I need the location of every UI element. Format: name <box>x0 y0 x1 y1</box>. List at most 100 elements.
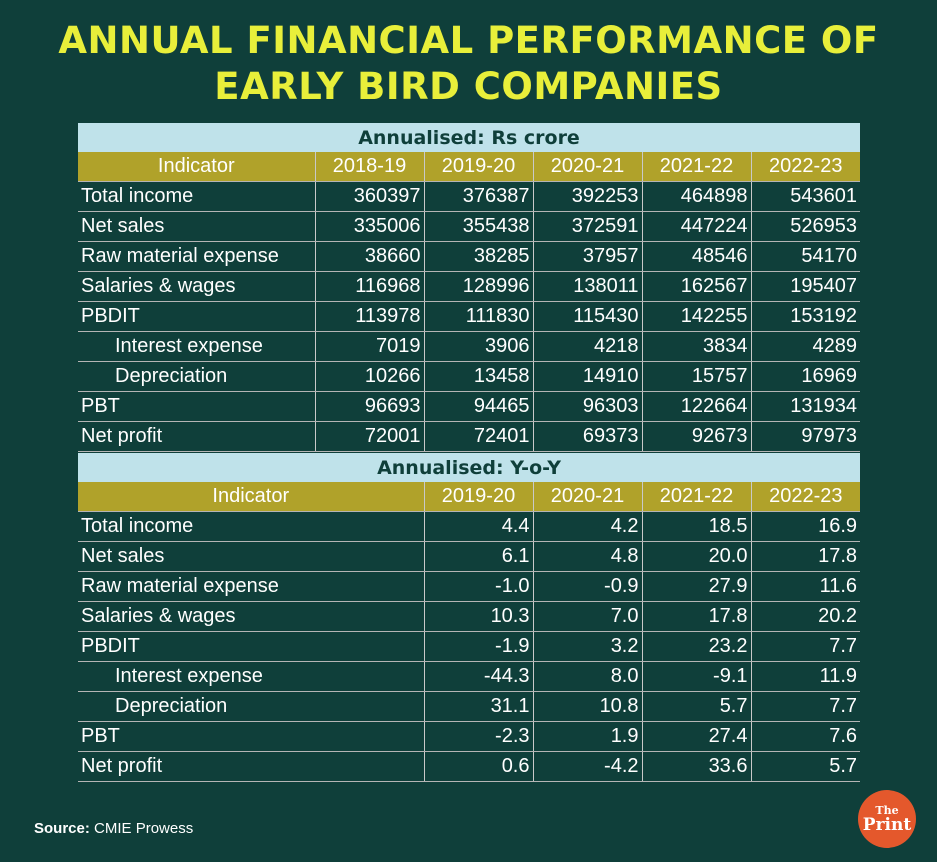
row-label: Salaries & wages <box>78 271 315 302</box>
table-row: PBDIT 113978 111830 115430 142255 153192 <box>78 301 861 332</box>
value-cell: 37957 <box>532 241 642 272</box>
value-cell: 17.8 <box>750 541 861 572</box>
value-cell: 3.2 <box>532 631 642 662</box>
header-year: 2018-19 <box>314 152 424 182</box>
value-cell: 11.9 <box>750 661 861 692</box>
header-indicator: Indicator <box>78 482 424 512</box>
value-cell: 113978 <box>314 301 424 332</box>
value-cell: 96303 <box>532 391 642 422</box>
header-year: 2021-22 <box>641 482 751 512</box>
row-label: Depreciation <box>78 691 424 722</box>
table-rs-crore: Annualised: Rs crore Indicator 2018-19 2019… <box>78 123 861 452</box>
row-label: Interest expense <box>78 331 315 362</box>
row-label: Net sales <box>78 211 315 242</box>
table-title-row: Annualised: Y-o-Y <box>78 453 861 482</box>
table-row: Depreciation 10266 13458 14910 15757 16969 <box>78 361 861 392</box>
value-cell: 5.7 <box>641 691 751 722</box>
value-cell: 8.0 <box>532 661 642 692</box>
row-label: Salaries & wages <box>78 601 424 632</box>
value-cell: 18.5 <box>641 511 751 542</box>
value-cell: 1.9 <box>532 721 642 752</box>
value-cell: 11.6 <box>750 571 861 602</box>
table-row: Net sales 335006 355438 372591 447224 526953 <box>78 211 861 242</box>
table-row: Raw material expense 38660 38285 37957 48546… <box>78 241 861 272</box>
value-cell: 54170 <box>750 241 861 272</box>
value-cell: 97973 <box>750 421 861 452</box>
table-row: Net sales 6.1 4.8 20.0 17.8 <box>78 541 861 572</box>
value-cell: 7.6 <box>750 721 861 752</box>
row-label: Net profit <box>78 421 315 452</box>
value-cell: 94465 <box>423 391 533 422</box>
value-cell: 111830 <box>423 301 533 332</box>
table-yoy: Annualised: Y-o-Y Indicator 2019-20 2020-21… <box>78 453 861 782</box>
value-cell: 4218 <box>532 331 642 362</box>
table-row: Total income 4.4 4.2 18.5 16.9 <box>78 511 861 542</box>
table-row: Net profit 0.6 -4.2 33.6 5.7 <box>78 751 861 782</box>
logo-print: Print <box>862 814 912 835</box>
value-cell: 3906 <box>423 331 533 362</box>
header-year: 2020-21 <box>532 152 642 182</box>
value-cell: 10266 <box>314 361 424 392</box>
row-label: PBDIT <box>78 301 315 332</box>
logo-the: The <box>875 803 899 817</box>
value-cell: 3834 <box>641 331 751 362</box>
table-row: Depreciation 31.1 10.8 5.7 7.7 <box>78 691 861 722</box>
value-cell: 20.0 <box>641 541 751 572</box>
header-year: 2020-21 <box>532 482 642 512</box>
value-cell: 14910 <box>532 361 642 392</box>
value-cell: 33.6 <box>641 751 751 782</box>
table-title: Annualised: Rs crore <box>78 123 861 152</box>
value-cell: 372591 <box>532 211 642 242</box>
value-cell: 27.9 <box>641 571 751 602</box>
table-row: PBT 96693 94465 96303 122664 131934 <box>78 391 861 422</box>
value-cell: 447224 <box>641 211 751 242</box>
header-year: 2022-23 <box>750 482 861 512</box>
header-indicator: Indicator <box>78 152 315 182</box>
header-year: 2019-20 <box>423 482 533 512</box>
value-cell: 38660 <box>314 241 424 272</box>
value-cell: -44.3 <box>423 661 533 692</box>
row-label: PBT <box>78 391 315 422</box>
row-label: Net profit <box>78 751 424 782</box>
value-cell: 4.2 <box>532 511 642 542</box>
value-cell: 7019 <box>314 331 424 362</box>
value-cell: 355438 <box>423 211 533 242</box>
table-title: Annualised: Y-o-Y <box>78 453 861 482</box>
value-cell: 360397 <box>314 181 424 212</box>
table-row: Raw material expense -1.0 -0.9 27.9 11.6 <box>78 571 861 602</box>
value-cell: -2.3 <box>423 721 533 752</box>
source-note: Source: CMIE Prowess <box>34 820 193 837</box>
value-cell: 0.6 <box>423 751 533 782</box>
value-cell: 72001 <box>314 421 424 452</box>
value-cell: -9.1 <box>641 661 751 692</box>
row-label: Raw material expense <box>78 241 315 272</box>
table-row: Net profit 72001 72401 69373 92673 97973 <box>78 421 861 452</box>
table-row: Total income 360397 376387 392253 464898 5436… <box>78 181 861 212</box>
value-cell: 10.8 <box>532 691 642 722</box>
value-cell: 92673 <box>641 421 751 452</box>
value-cell: 13458 <box>423 361 533 392</box>
table-row: PBDIT -1.9 3.2 23.2 7.7 <box>78 631 861 662</box>
value-cell: 48546 <box>641 241 751 272</box>
row-label: PBT <box>78 721 424 752</box>
value-cell: 122664 <box>641 391 751 422</box>
value-cell: 7.0 <box>532 601 642 632</box>
value-cell: 20.2 <box>750 601 861 632</box>
theprint-logo: The Print <box>858 790 916 848</box>
header-row: Indicator 2019-20 2020-21 2021-22 2022-23 <box>78 482 861 512</box>
page-title: ANNUAL FINANCIAL PERFORMANCE OF EARLY BI… <box>0 18 937 110</box>
value-cell: -1.0 <box>423 571 533 602</box>
value-cell: 376387 <box>423 181 533 212</box>
value-cell: 162567 <box>641 271 751 302</box>
table-row: Interest expense 7019 3906 4218 3834 4289 <box>78 331 861 362</box>
title-line-2: EARLY BIRD COMPANIES <box>214 65 723 108</box>
value-cell: 526953 <box>750 211 861 242</box>
value-cell: 4.4 <box>423 511 533 542</box>
value-cell: 27.4 <box>641 721 751 752</box>
value-cell: 116968 <box>314 271 424 302</box>
value-cell: 4289 <box>750 331 861 362</box>
header-year: 2019-20 <box>423 152 533 182</box>
value-cell: 96693 <box>314 391 424 422</box>
table-row: PBT -2.3 1.9 27.4 7.6 <box>78 721 861 752</box>
value-cell: -4.2 <box>532 751 642 782</box>
